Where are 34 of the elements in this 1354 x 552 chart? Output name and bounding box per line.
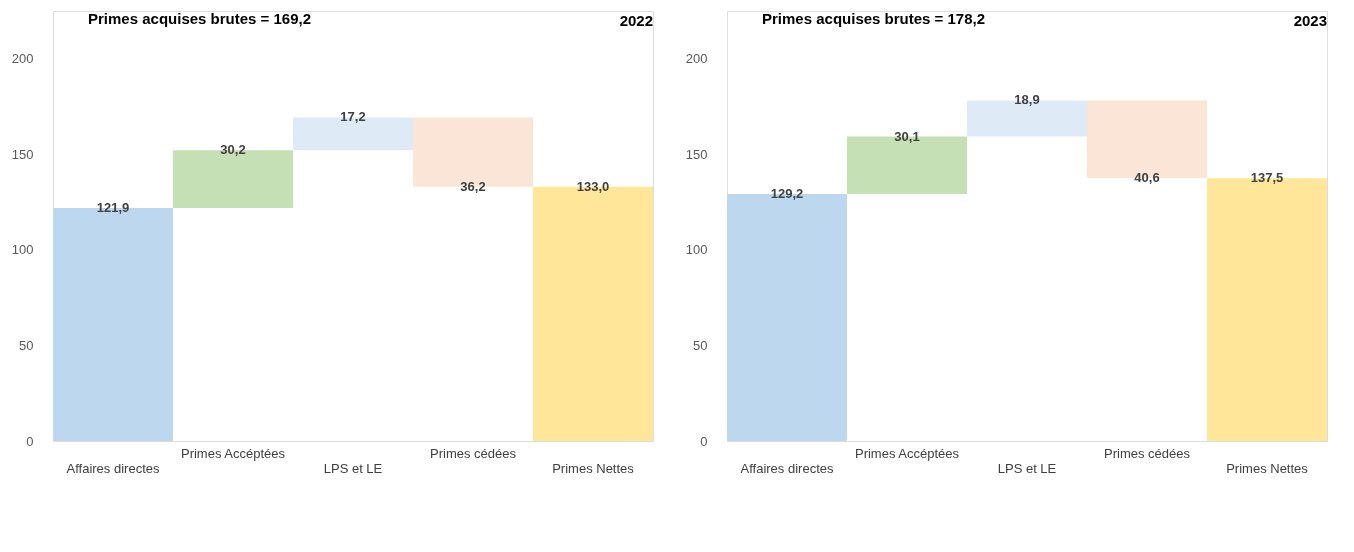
y-tick-label: 100 <box>11 242 34 258</box>
y-tick-label: 150 <box>11 146 34 162</box>
x-tick-label: Primes cédées <box>430 445 517 461</box>
y-tick-label: 0 <box>700 433 708 449</box>
x-tick-label: Affaires directes <box>66 460 160 476</box>
x-tick-label: Primes Accéptées <box>854 445 960 461</box>
data-label: 18,9 <box>1014 92 1040 108</box>
x-tick-label: Primes Accéptées <box>180 445 286 461</box>
x-tick-label: Affaires directes <box>740 460 834 476</box>
chart-title: 2023 <box>1293 12 1327 29</box>
y-tick-label: 200 <box>685 51 708 67</box>
data-label: 121,9 <box>96 200 130 216</box>
annotation: Primes acquises brutes = 169,2 <box>88 10 312 27</box>
y-tick-label: 50 <box>693 337 708 353</box>
x-tick-label: Primes Nettes <box>552 460 635 476</box>
y-tick-label: 200 <box>11 51 34 67</box>
data-label: 137,5 <box>1250 170 1284 186</box>
chart-title: 2022 <box>619 12 653 29</box>
annotation: Primes acquises brutes = 178,2 <box>762 10 986 27</box>
x-tick-label: LPS et LE <box>997 460 1057 476</box>
x-tick-label: Primes Nettes <box>1226 460 1309 476</box>
x-tick-label: Primes cédées <box>1104 445 1191 461</box>
x-tick-label: LPS et LE <box>323 460 383 476</box>
data-label: 40,6 <box>1134 170 1160 186</box>
y-tick-label: 50 <box>19 337 34 353</box>
data-label: 36,2 <box>460 178 486 194</box>
data-label: 17,2 <box>340 109 366 125</box>
data-label: 30,1 <box>894 128 920 144</box>
data-label: 133,0 <box>576 178 610 194</box>
data-label: 30,2 <box>220 142 246 158</box>
y-tick-label: 0 <box>26 433 34 449</box>
y-tick-label: 100 <box>685 242 708 258</box>
y-tick-label: 150 <box>685 146 708 162</box>
data-label: 129,2 <box>770 186 804 202</box>
